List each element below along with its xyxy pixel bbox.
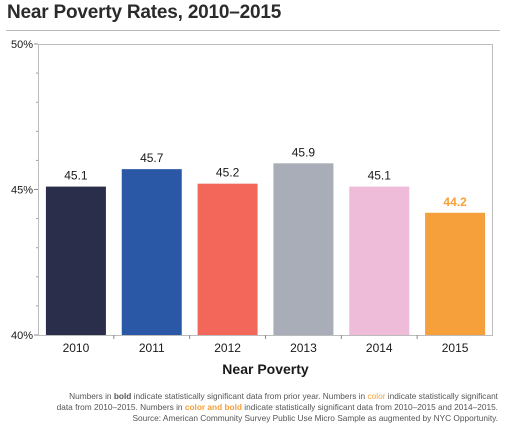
- bar-value-label-2010: 45.1: [64, 169, 88, 183]
- bar-value-label-2011: 45.7: [140, 151, 164, 165]
- footnote-text: Numbers in: [69, 391, 114, 401]
- x-tick-label-2011: 2011: [139, 341, 165, 355]
- x-tick-label-2013: 2013: [290, 341, 317, 355]
- bar-2013: [273, 163, 334, 335]
- title-divider: [6, 30, 500, 31]
- bar-2010: [45, 186, 106, 335]
- bar-2012: [197, 183, 258, 335]
- x-tick-label-2014: 2014: [366, 341, 393, 355]
- y-tick-label: 45%: [11, 185, 33, 197]
- bar-value-label-2012: 45.2: [216, 166, 240, 180]
- x-tick-label-2015: 2015: [442, 341, 469, 355]
- x-tick-label-2012: 2012: [214, 341, 241, 355]
- footnote-line-2: data from 2010–2015. Numbers in color an…: [2, 402, 498, 413]
- footnote-color-word: color: [367, 391, 386, 401]
- x-tick-label-2010: 2010: [63, 341, 90, 355]
- bar-2011: [121, 169, 182, 335]
- bar-value-label-2013: 45.9: [292, 145, 316, 159]
- bar-value-label-2015: 44.2: [443, 195, 467, 209]
- bar-2015: [425, 212, 486, 335]
- x-axis-label: Near Poverty: [222, 361, 309, 377]
- bar-2014: [349, 186, 410, 335]
- footnote: Numbers in bold indicate statistically s…: [2, 391, 498, 424]
- footnote-line-1: Numbers in bold indicate statistically s…: [2, 391, 498, 402]
- chart-title: Near Poverty Rates, 2010–2015: [7, 2, 282, 23]
- footnote-source: Source: American Community Survey Public…: [132, 413, 498, 423]
- footnote-text: indicate statistically significant data …: [242, 402, 498, 412]
- footnote-text: indicate statistically significant data …: [131, 391, 368, 401]
- y-tick-label: 50%: [11, 39, 33, 51]
- bar-value-label-2014: 45.1: [368, 169, 392, 183]
- footnote-bold-word: bold: [113, 391, 132, 401]
- y-tick-label: 40%: [11, 330, 33, 342]
- footnote-text: data from 2010–2015. Numbers in: [56, 402, 185, 412]
- footnote-text: indicate statistically significant: [385, 391, 498, 401]
- footnote-colorbold-word: color and bold: [184, 402, 242, 412]
